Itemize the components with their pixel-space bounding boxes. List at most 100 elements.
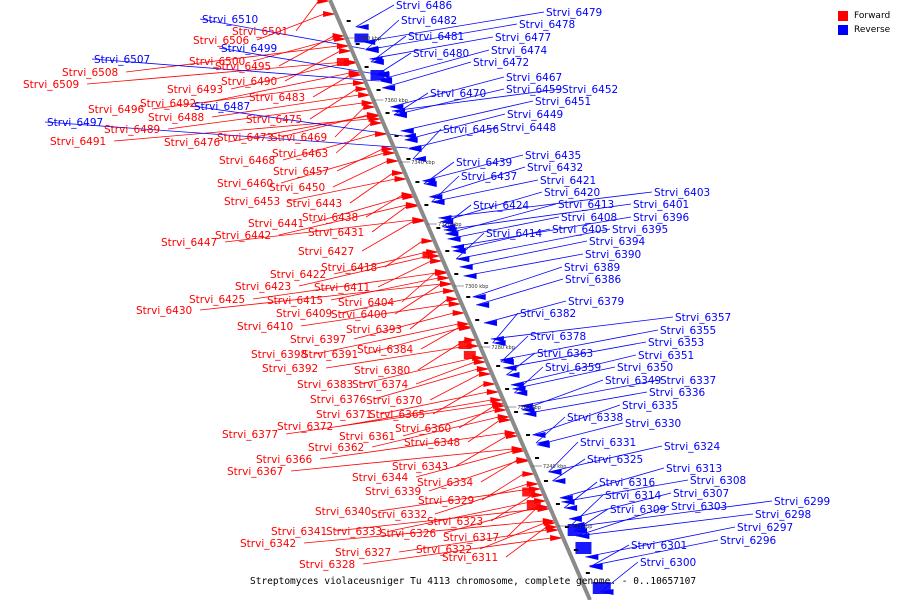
reverse-gene-label: Strvi_6432 (527, 162, 583, 174)
forward-leader-line (417, 339, 466, 371)
forward-gene-label: Strvi_6372 (277, 421, 333, 433)
reverse-gene-label: Strvi_6480 (413, 48, 469, 60)
reverse-gene-feature (490, 336, 504, 342)
reverse-gene-label: Strvi_6449 (507, 109, 563, 121)
reverse-gene-feature (476, 302, 490, 308)
reverse-gene-label: Strvi_6486 (396, 0, 453, 12)
label-leaders (44, 0, 773, 593)
feature-marker (406, 158, 411, 160)
reverse-gene-feature (523, 411, 537, 417)
forward-gene-label: Strvi_6393 (346, 324, 402, 336)
reverse-gene-label: Strvi_6510 (202, 14, 258, 26)
forward-gene-feature (440, 281, 454, 287)
reverse-gene-feature (390, 104, 404, 110)
reverse-gene-label: Strvi_6390 (585, 249, 641, 261)
reverse-gene-label: Strvi_6349 (605, 375, 661, 387)
reverse-leader-line (382, 61, 472, 89)
feature-marker (514, 411, 519, 413)
forward-leader-line (227, 115, 369, 143)
tick-label: 7260 kbp (517, 405, 541, 411)
reverse-gene-label: Strvi_6451 (535, 96, 591, 108)
reverse-gene-feature (423, 181, 437, 187)
forward-gene-label: Strvi_6431 (308, 227, 364, 239)
reverse-gene-label: Strvi_6353 (648, 337, 704, 349)
forward-leader-line (203, 72, 350, 104)
forward-leader-line (379, 391, 488, 415)
forward-gene-label: Strvi_6427 (298, 246, 354, 258)
reverse-leader-line (589, 544, 630, 568)
forward-gene-label: Strvi_6361 (339, 431, 395, 443)
reverse-gene-feature (452, 248, 466, 254)
forward-gene-label: Strvi_6397 (290, 334, 346, 346)
reverse-leader-line (589, 539, 719, 567)
reverse-gene-feature (404, 137, 418, 143)
forward-gene-label: Strvi_6398 (251, 349, 307, 361)
reverse-gene-feature (451, 244, 465, 250)
forward-gene-label: Strvi_6463 (272, 148, 328, 160)
reverse-gene-label: Strvi_6405 (552, 224, 608, 236)
reverse-leader-line (512, 366, 616, 390)
map-caption: Streptomyces violaceusniger Tu 4113 chro… (250, 576, 697, 587)
forward-gene-feature (421, 238, 435, 244)
forward-gene-label: Strvi_6483 (249, 92, 305, 104)
forward-gene-label: Strvi_6383 (297, 379, 353, 391)
reverse-leader-line (429, 166, 526, 198)
legend-forward: Forward (838, 9, 890, 23)
forward-leader-line (467, 419, 501, 443)
forward-gene-label: Strvi_6367 (227, 466, 283, 478)
forward-leader-line (300, 303, 450, 327)
reverse-leader-line (576, 513, 754, 537)
forward-leader-line (384, 240, 423, 268)
forward-gene-label: Strvi_6422 (270, 269, 326, 281)
forward-gene-label: Strvi_6342 (240, 538, 296, 550)
feature-marker (526, 434, 531, 436)
forward-gene-label: Strvi_6438 (302, 212, 358, 224)
forward-gene-feature (448, 301, 462, 307)
reverse-gene-label: Strvi_6308 (690, 475, 746, 487)
reverse-leader-line (412, 128, 442, 160)
forward-gene-label: Strvi_6468 (219, 155, 275, 167)
forward-leader-line (349, 172, 394, 204)
forward-leader-line (224, 219, 414, 243)
forward-gene-label: Strvi_6501 (232, 26, 288, 38)
reverse-gene-feature (499, 357, 513, 363)
reverse-leader-line (400, 100, 534, 132)
reverse-gene-block (370, 70, 385, 80)
reverse-gene-label: Strvi_6307 (673, 488, 729, 500)
tick-label: 7320 kbp (438, 222, 462, 228)
reverse-leader-line (559, 467, 665, 499)
forward-gene-label: Strvi_6322 (416, 544, 472, 556)
forward-gene-feature (545, 524, 559, 530)
reverse-gene-block (354, 33, 369, 43)
feature-marker (535, 457, 540, 459)
reverse-gene-feature (402, 133, 416, 139)
reverse-leader-line (369, 36, 494, 60)
forward-gene-feature (386, 158, 400, 164)
feature-marker (585, 572, 590, 574)
reverse-gene-feature (392, 108, 406, 114)
forward-gene-label: Strvi_6469 (271, 132, 327, 144)
forward-gene-feature (550, 535, 564, 541)
reverse-leader-line (445, 203, 557, 235)
forward-gene-label: Strvi_6447 (161, 237, 217, 249)
strand-legend: Forward Reverse (838, 9, 890, 37)
tick-label: 7280 kbp (491, 345, 515, 351)
reverse-leader-line (532, 404, 621, 436)
forward-leader-line (362, 537, 552, 565)
legend-reverse: Reverse (838, 23, 890, 37)
forward-gene-label: Strvi_6380 (354, 365, 410, 377)
forward-leader-line (125, 45, 338, 73)
forward-leader-line (480, 459, 518, 483)
reverse-leader-line (535, 416, 566, 444)
reverse-gene-label: Strvi_6470 (430, 88, 486, 100)
reverse-gene-label: Strvi_6378 (530, 331, 586, 343)
reverse-leader-line (548, 441, 579, 473)
reverse-leader-line (552, 458, 586, 482)
forward-gene-feature (473, 359, 487, 365)
reverse-gene-feature (519, 403, 533, 409)
reverse-gene-label: Strvi_6477 (495, 32, 551, 44)
forward-gene-label: Strvi_6443 (286, 198, 342, 210)
forward-leader-line (303, 520, 544, 544)
feature-marker (376, 89, 381, 91)
forward-gene-label: Strvi_6362 (308, 442, 364, 454)
